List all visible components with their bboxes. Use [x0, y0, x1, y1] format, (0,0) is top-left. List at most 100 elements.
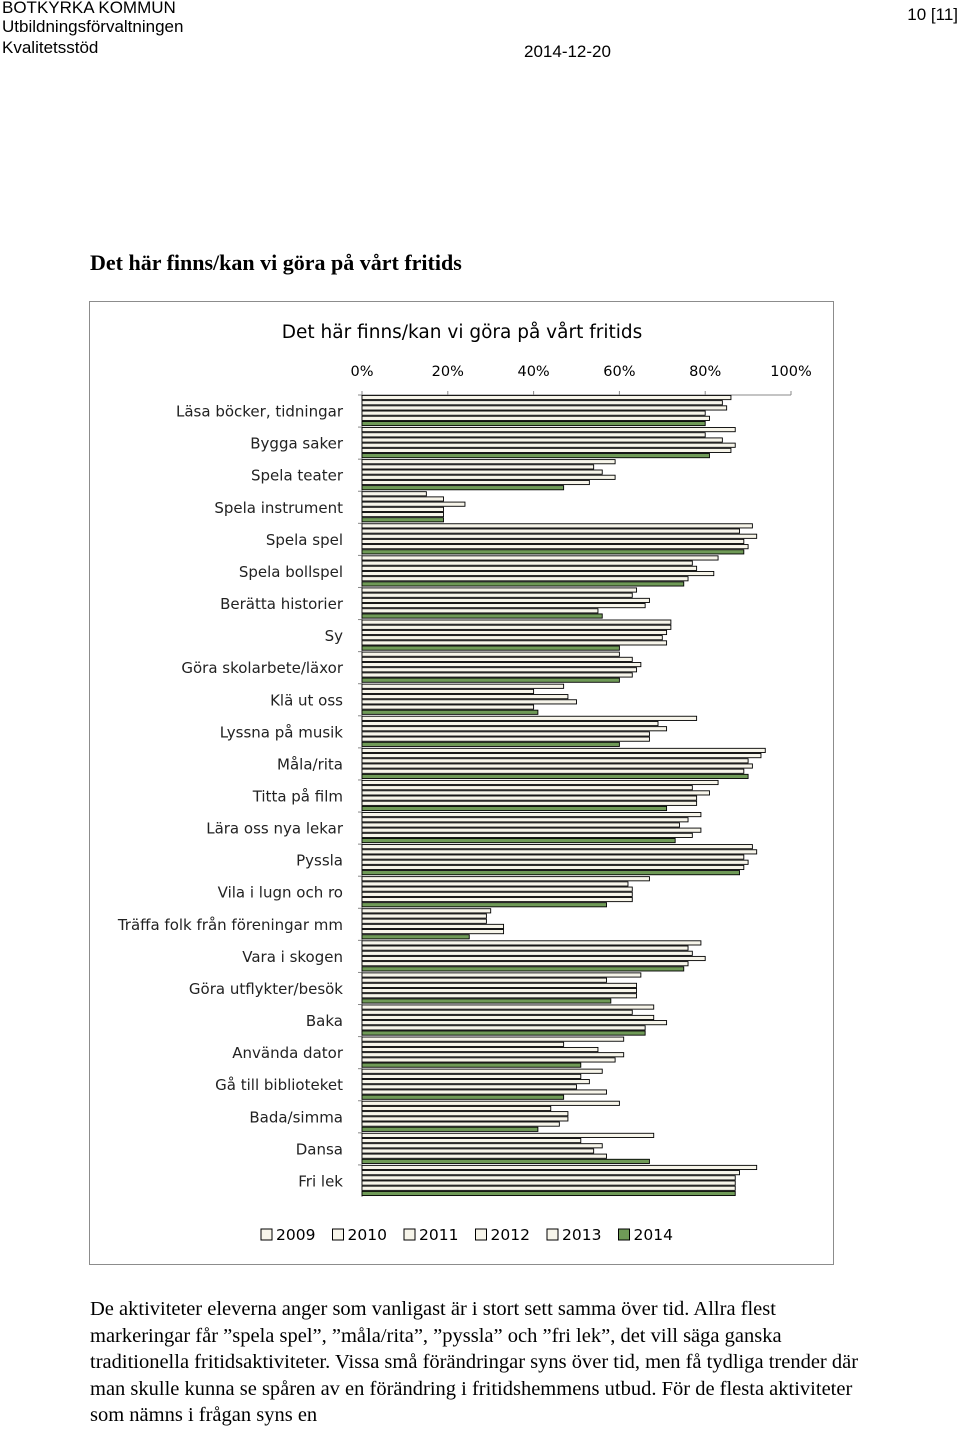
bar — [361, 736, 650, 742]
category-label: Använda dator — [232, 1044, 344, 1062]
category-label: Spela teater — [251, 467, 344, 485]
bar — [361, 709, 539, 715]
bar — [361, 608, 599, 614]
bar — [361, 972, 642, 978]
bar — [361, 415, 710, 421]
bar — [361, 469, 603, 475]
bar — [361, 699, 577, 705]
bar — [361, 881, 629, 887]
category-label: Sy — [325, 627, 344, 645]
bar — [361, 1068, 603, 1074]
bar — [361, 704, 535, 710]
bar — [361, 966, 685, 972]
chart-title: Det här finns/kan vi göra på vårt fritid… — [282, 322, 643, 343]
category-label: Spela spel — [266, 531, 343, 549]
bar — [361, 420, 706, 427]
legend-label: 2013 — [562, 1226, 601, 1244]
bar — [361, 896, 633, 903]
bar — [361, 1138, 582, 1144]
bar — [361, 891, 633, 897]
bar — [361, 998, 612, 1004]
chart: Det här finns/kan vi göra på vårt fritid… — [117, 322, 812, 1244]
category-label: Vara i skogen — [242, 948, 343, 966]
category-label: Måla/rita — [277, 755, 343, 773]
bar — [361, 1057, 616, 1063]
category-label: Pyssla — [296, 852, 343, 870]
bar — [361, 849, 758, 855]
bar — [361, 832, 693, 838]
bar — [361, 812, 702, 818]
bar — [361, 923, 505, 929]
category-label: Lyssna på musik — [220, 723, 344, 741]
bar — [361, 613, 603, 619]
bar — [361, 805, 668, 812]
bar — [361, 950, 693, 956]
bar — [361, 565, 698, 571]
bar — [361, 597, 650, 603]
bar — [361, 1073, 582, 1079]
bar — [361, 1046, 599, 1053]
bar — [361, 838, 676, 844]
bar — [361, 544, 749, 550]
bar — [361, 555, 719, 561]
bar — [361, 726, 668, 732]
bar — [361, 491, 427, 497]
bar — [361, 1105, 552, 1112]
legend-label: 2014 — [634, 1226, 673, 1244]
bar — [361, 982, 638, 988]
bar — [361, 459, 616, 465]
category-label: Spela instrument — [214, 499, 343, 517]
bar — [361, 410, 706, 416]
bar — [361, 747, 766, 753]
bar — [361, 512, 444, 518]
page-number: 10 [11] — [907, 5, 958, 24]
bar — [361, 517, 444, 523]
bar — [361, 929, 505, 935]
x-tick-label: 60% — [603, 364, 635, 380]
bar — [361, 1062, 582, 1068]
bar — [361, 587, 638, 593]
legend-swatch — [546, 1228, 559, 1241]
bar — [361, 908, 492, 914]
bar — [361, 1126, 539, 1132]
bar — [361, 988, 638, 994]
bar — [361, 447, 732, 453]
bar — [361, 1094, 565, 1100]
bar — [361, 1009, 633, 1015]
bar — [361, 758, 749, 764]
document-heading: Det här finns/kan vi göra på vårt fritid… — [90, 250, 462, 275]
bar — [361, 1100, 620, 1106]
bar — [361, 731, 650, 737]
category-label: Dansa — [296, 1140, 343, 1158]
bar — [361, 1084, 577, 1090]
bar — [361, 773, 749, 779]
legend-swatch — [618, 1228, 630, 1241]
bar — [361, 570, 715, 577]
legend-label: 2011 — [419, 1226, 458, 1244]
bar — [361, 1170, 740, 1176]
bar — [361, 603, 646, 609]
bar — [361, 672, 633, 678]
bar — [361, 645, 620, 651]
bar — [361, 523, 753, 529]
bar — [361, 955, 706, 962]
bar — [361, 800, 698, 806]
legend-swatch — [403, 1228, 416, 1241]
bar — [361, 1041, 565, 1047]
bar — [361, 827, 702, 833]
bar — [361, 496, 444, 502]
bar — [361, 427, 736, 433]
bar — [361, 1079, 590, 1085]
bar — [361, 870, 740, 876]
bar — [361, 394, 732, 401]
bar — [361, 688, 535, 695]
bar — [361, 656, 633, 662]
header-unit: Kvalitetsstöd — [2, 38, 99, 57]
bar — [361, 624, 672, 630]
bar — [361, 1148, 595, 1154]
bar — [361, 1158, 650, 1164]
category-label: Fri lek — [298, 1172, 343, 1190]
bar — [361, 1036, 625, 1042]
bar — [361, 1025, 646, 1031]
bar — [361, 400, 723, 406]
